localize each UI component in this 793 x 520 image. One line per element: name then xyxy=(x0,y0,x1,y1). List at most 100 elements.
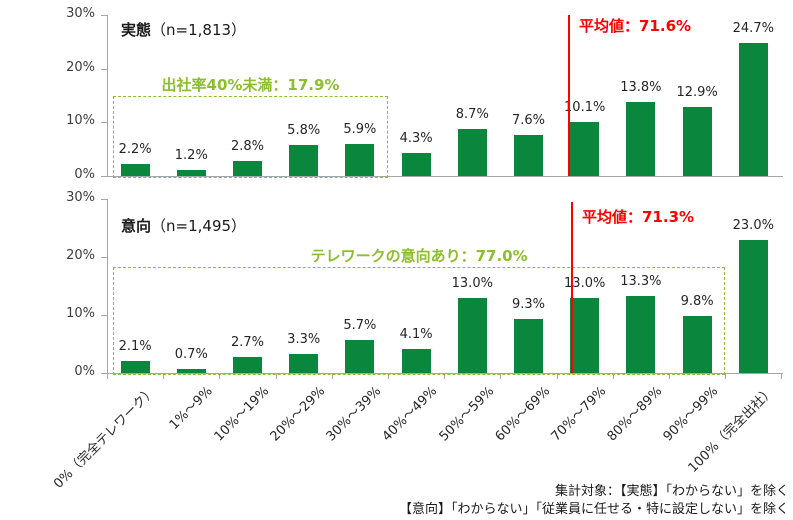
bar xyxy=(176,169,206,176)
x-axis-line xyxy=(107,176,784,177)
x-tick xyxy=(725,373,727,379)
bar-value-label: 23.0% xyxy=(732,217,774,233)
bar xyxy=(682,106,712,176)
mean-line xyxy=(571,202,573,373)
bar xyxy=(401,349,431,373)
bar xyxy=(682,316,712,373)
footnote: 集計対象：【実態】「わからない」を除く 【意向】「わからない」「従業員に任せる・… xyxy=(399,483,789,519)
x-tick xyxy=(219,373,221,379)
chart-title-intention: 意向（n=1,495） xyxy=(121,215,246,236)
x-tick xyxy=(444,373,446,379)
bar xyxy=(233,160,262,176)
bar-value-label: 9.3% xyxy=(511,297,546,313)
x-tick xyxy=(163,373,165,379)
bar-value-label: 13.0% xyxy=(564,275,606,291)
mean-line xyxy=(568,15,570,176)
bar xyxy=(514,319,543,373)
mean-label: 平均値：71.3% xyxy=(582,208,695,226)
x-tick xyxy=(500,373,502,379)
bar-value-label: 3.3% xyxy=(287,331,321,347)
bar xyxy=(570,121,600,176)
bar xyxy=(626,101,656,176)
bar-value-label: 2.8% xyxy=(230,138,265,154)
x-tick xyxy=(275,373,277,379)
highlight-label: テレワークの意向あり：77.0% xyxy=(310,246,528,265)
y-tick-label: 30% xyxy=(66,6,95,21)
bar xyxy=(289,353,319,373)
bar xyxy=(738,239,768,373)
y-axis-line xyxy=(107,15,108,176)
bar-value-label: 2.7% xyxy=(230,335,265,351)
chart-title-actual-text: 実態 xyxy=(121,21,152,39)
y-tick-label: 20% xyxy=(66,59,95,75)
bar-value-label: 4.1% xyxy=(399,327,433,343)
bar-value-label: 7.6% xyxy=(511,113,546,129)
bar-value-label: 2.2% xyxy=(118,142,152,158)
bar xyxy=(570,297,600,373)
bar-value-label: 12.9% xyxy=(676,84,718,100)
chart-title-intention-text: 意向 xyxy=(121,217,152,235)
mean-label: 平均値：71.6% xyxy=(579,17,692,35)
highlight-box xyxy=(113,266,726,375)
x-tick xyxy=(556,373,558,379)
bar-value-label: 10.1% xyxy=(564,99,606,115)
bar-value-label: 8.7% xyxy=(455,107,489,123)
footnote-line1: 集計対象：【実態】「わからない」を除く xyxy=(554,484,789,499)
x-tick xyxy=(331,373,333,379)
bar xyxy=(457,297,487,373)
bar xyxy=(626,295,656,373)
bar xyxy=(176,368,206,373)
bar-value-label: 2.1% xyxy=(118,338,152,354)
y-tick-label: 10% xyxy=(66,306,95,321)
chart-title-actual-n: （n=1,813） xyxy=(151,21,247,39)
bar-value-label: 0.7% xyxy=(174,346,208,362)
bar-value-label: 9.8% xyxy=(680,294,714,310)
bar-value-label: 5.7% xyxy=(343,317,377,333)
bar-value-label: 4.3% xyxy=(399,130,433,146)
bar xyxy=(738,43,768,176)
x-tick xyxy=(612,373,614,379)
x-tick xyxy=(107,373,108,379)
x-tick xyxy=(669,373,670,379)
bar-value-label: 13.0% xyxy=(451,275,493,291)
y-tick xyxy=(101,257,107,258)
highlight-box xyxy=(113,95,388,178)
x-tick xyxy=(388,373,389,379)
bar-value-label: 24.7% xyxy=(732,21,774,37)
bar-value-label: 13.8% xyxy=(620,79,662,95)
y-tick xyxy=(101,15,107,16)
bar-value-label: 5.9% xyxy=(343,122,377,138)
x-axis-line xyxy=(107,373,784,374)
y-tick xyxy=(101,315,107,316)
y-tick-label: 30% xyxy=(66,190,95,205)
bar xyxy=(120,164,150,176)
bar xyxy=(289,144,319,176)
bar-value-label: 5.8% xyxy=(287,122,321,138)
y-tick-label: 20% xyxy=(66,248,95,263)
bar xyxy=(233,357,262,373)
y-tick-label: 10% xyxy=(66,113,95,129)
highlight-label: 出社率40%未満：17.9% xyxy=(161,75,340,94)
y-tick-label: 0% xyxy=(74,364,95,379)
footnote-line2: 【意向】「わからない」「従業員に任せる・特に設定しない」を除く xyxy=(398,502,789,517)
chart-title-intention-n: （n=1,495） xyxy=(151,217,247,235)
y-tick xyxy=(101,199,107,200)
bar xyxy=(120,360,150,373)
bar xyxy=(345,339,375,373)
bar-value-label: 13.3% xyxy=(620,273,662,289)
bar xyxy=(514,135,543,176)
bar xyxy=(345,144,375,176)
bar xyxy=(457,129,487,176)
y-tick xyxy=(101,68,107,70)
y-tick xyxy=(101,373,107,374)
y-tick xyxy=(101,122,107,124)
x-tick xyxy=(781,373,783,379)
chart-title-actual: 実態（n=1,813） xyxy=(121,19,246,40)
bar xyxy=(401,152,431,176)
bar-value-label: 1.2% xyxy=(174,147,208,163)
y-axis-line xyxy=(107,199,108,373)
y-tick xyxy=(101,176,107,177)
